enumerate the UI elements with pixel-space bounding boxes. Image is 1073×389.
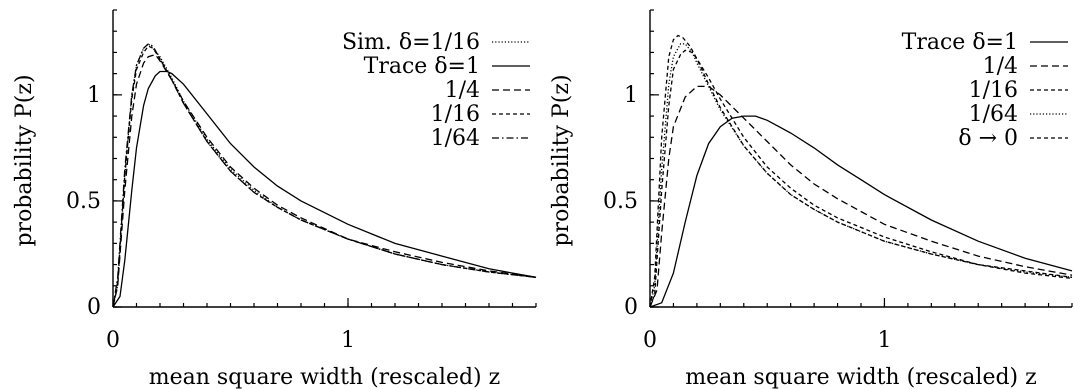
y-tick-label: 0.5 [603, 189, 638, 214]
legend-label: 1/64 [431, 126, 480, 151]
y-tick-label: 1 [624, 83, 638, 108]
legend-label: 1/4 [983, 54, 1018, 79]
legend-label: Trace δ=1 [364, 54, 480, 79]
chart-panel-2: 0 0.5 1 0 1 mean square width (rescaled) z pro… [549, 10, 1072, 389]
y-tick-label: 0 [87, 295, 101, 320]
x-axis-label: mean square width (rescaled) z [149, 365, 500, 389]
legend-label: δ → 0 [958, 126, 1018, 151]
legend-label: 1/16 [969, 78, 1018, 103]
x-tick-label: 1 [877, 328, 891, 353]
x-tick-label: 0 [643, 328, 657, 353]
y-tick-label: 0.5 [66, 189, 101, 214]
x-tick-label: 0 [106, 328, 120, 353]
legend: Trace δ=11/41/161/64δ → 0 [902, 30, 1068, 151]
y-axis-label: probability P(z) [549, 74, 574, 246]
legend-label: 1/4 [445, 78, 480, 103]
legend-label: 1/64 [969, 102, 1018, 127]
y-axis-label: probability P(z) [12, 74, 37, 246]
x-tick-label: 1 [341, 328, 355, 353]
x-axis-label: mean square width (rescaled) z [685, 365, 1036, 389]
y-tick-label: 1 [87, 83, 101, 108]
legend-label: 1/16 [431, 102, 480, 127]
legend-label: Trace δ=1 [902, 30, 1018, 55]
chart-panel-1: 0 0.5 1 0 1 mean square width (rescaled) z pro… [12, 10, 536, 389]
y-tick-label: 0 [624, 295, 638, 320]
legend-label: Sim. δ=1/16 [342, 30, 480, 55]
